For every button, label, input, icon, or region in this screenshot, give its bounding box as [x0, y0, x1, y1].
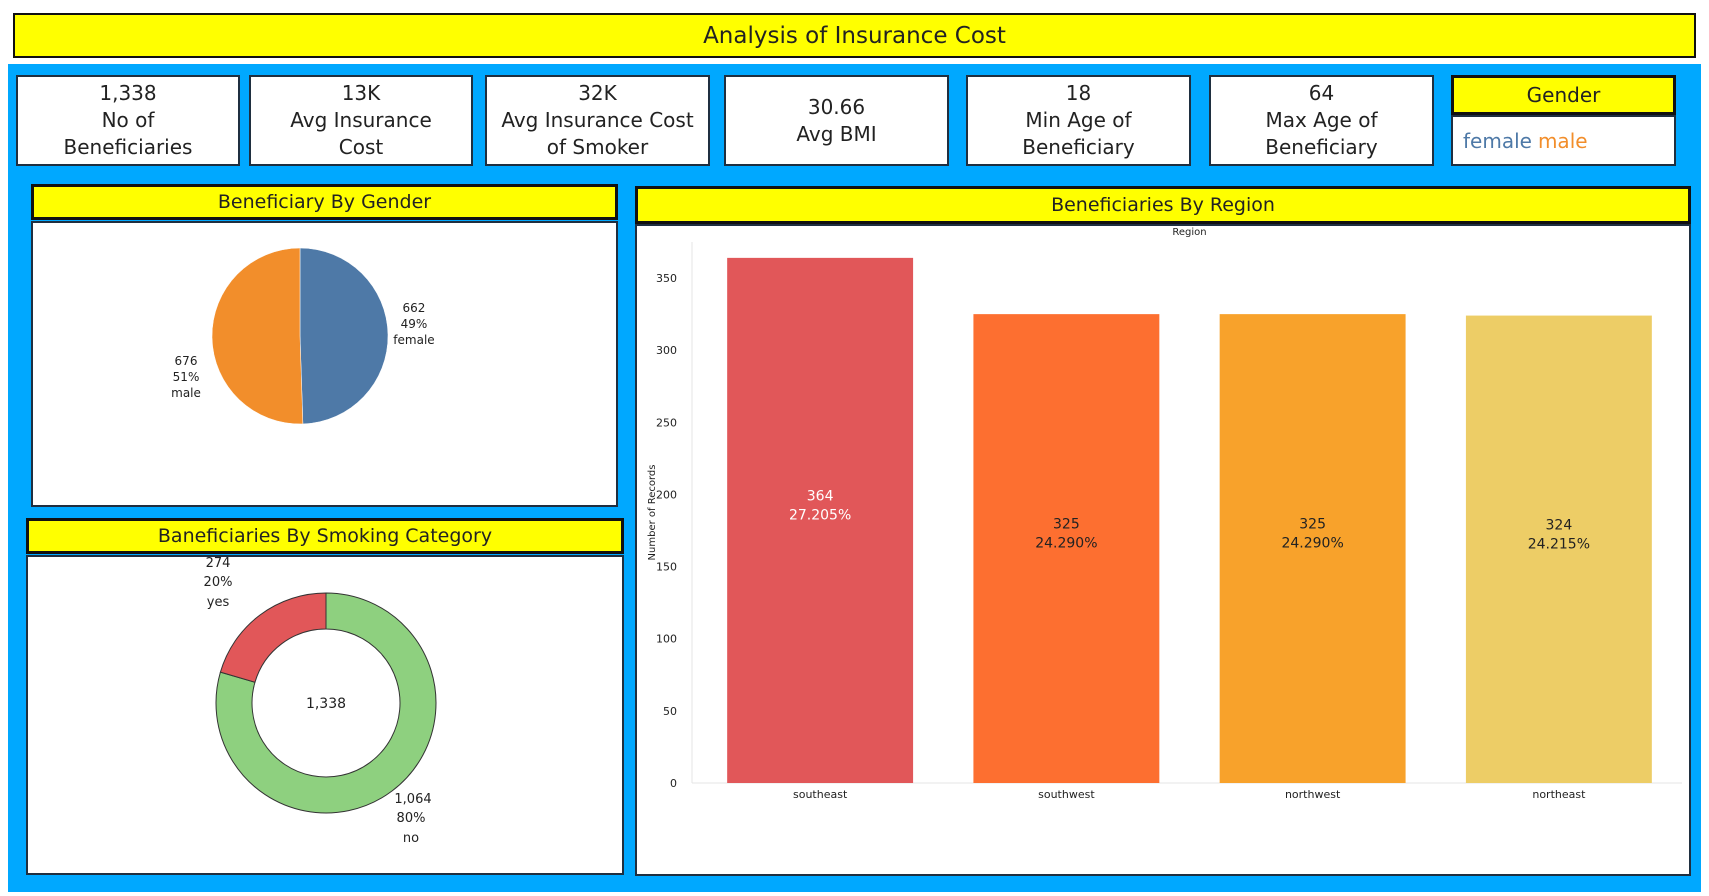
bar-southwest[interactable] [973, 314, 1160, 783]
gender-panel: 662 49% female 676 51% male [31, 221, 618, 507]
gender-legend: Gender female male [1451, 75, 1676, 166]
kpi-card-avg-cost-smoker: 32K Avg Insurance Cost of Smoker [485, 75, 710, 166]
pie-label-value: 662 [403, 301, 426, 315]
x-tick-label: southwest [1038, 788, 1095, 801]
kpi-value: 13K [341, 81, 381, 105]
x-tick-label: southeast [793, 788, 848, 801]
bar-northeast[interactable] [1465, 315, 1652, 783]
bar-northwest[interactable] [1219, 314, 1406, 783]
kpi-value: 32K [578, 81, 617, 105]
kpi-value: 64 [1308, 81, 1335, 105]
kpi-card-avg-insurance-cost: 13K Avg Insurance Cost [249, 75, 473, 166]
pie-slice-male[interactable] [211, 247, 304, 425]
x-tick-label: northwest [1285, 788, 1341, 801]
donut-slice-no[interactable] [215, 592, 437, 814]
kpi-card-max-age: 64 Max Age of Beneficiary [1209, 75, 1434, 166]
donut-slice-yes[interactable] [219, 592, 327, 683]
donut-label-category: no [403, 831, 419, 846]
legend-item-female[interactable]: female [1463, 128, 1532, 153]
bar-value-label: 325 [1299, 517, 1326, 533]
kpi-label: Max Age of Beneficiary [1265, 108, 1378, 159]
y-tick-label: 250 [656, 416, 677, 429]
bar-value-label: 364 [807, 488, 834, 504]
kpi-card-avg-bmi: 30.66 Avg BMI [724, 75, 949, 166]
kpi-label: Avg BMI [796, 121, 877, 146]
pie-label-percent: 49% [401, 317, 428, 331]
bar-value-label: 325 [1053, 517, 1080, 533]
y-tick-label: 100 [656, 633, 677, 646]
bar-value-label: 324 [1546, 517, 1573, 533]
y-tick-label: 0 [670, 777, 677, 790]
pie-slice-female[interactable] [299, 247, 389, 425]
pie-label-category: male [171, 386, 201, 400]
legend-title: Gender [1451, 75, 1676, 115]
smoking-panel-title: Baneficiaries By Smoking Category [26, 518, 624, 554]
smoking-panel: 1,338 274 20% yes 1,064 80% no [26, 555, 624, 875]
bar-percent-label: 24.290% [1035, 536, 1097, 552]
y-tick-label: 50 [663, 705, 677, 718]
kpi-value: 1,338 [99, 81, 157, 105]
donut-label-value: 274 [206, 557, 231, 571]
region-bar-chart: Region 0 50 100 150 200 250 300 350 Number of Rec… [647, 227, 1682, 801]
pie-label-percent: 51% [173, 370, 200, 384]
y-tick-label: 300 [656, 344, 677, 357]
legend-items: female male [1451, 115, 1676, 166]
y-axis-title: Number of Records [647, 465, 658, 561]
bar-percent-label: 24.215% [1528, 536, 1590, 552]
donut-center-total: 1,338 [306, 696, 346, 712]
y-tick-label: 150 [656, 561, 677, 574]
legend-item-male[interactable]: male [1537, 128, 1588, 153]
kpi-label: Avg Insurance Cost of Smoker [501, 108, 694, 159]
pie-label-value: 676 [175, 354, 198, 368]
kpi-card-min-age: 18 Min Age of Beneficiary [966, 75, 1191, 166]
y-tick-label: 350 [656, 272, 677, 285]
pie-label-category: female [393, 333, 434, 347]
donut-label-percent: 80% [397, 811, 426, 826]
kpi-value: 18 [1065, 81, 1092, 105]
region-panel-title: Beneficiaries By Region [635, 186, 1691, 224]
kpi-value: 30.66 [807, 94, 866, 119]
region-panel: Region 0 50 100 150 200 250 300 350 Number of Rec… [635, 224, 1691, 876]
smoking-donut-chart: 1,338 274 20% yes 1,064 80% no [204, 556, 437, 846]
donut-label-category: yes [207, 595, 230, 610]
donut-label-value: 1,064 [394, 792, 431, 807]
gender-pie-chart: 662 49% female 676 51% male [171, 247, 435, 425]
y-tick-label: 200 [656, 488, 677, 501]
region-axis-header: Region [1172, 227, 1206, 238]
gender-panel-title: Beneficiary By Gender [31, 184, 618, 220]
bar-percent-label: 27.205% [789, 507, 851, 523]
bar-southeast[interactable] [727, 257, 914, 783]
dashboard-title: Analysis of Insurance Cost [13, 13, 1696, 58]
x-tick-label: northeast [1532, 788, 1586, 801]
kpi-card-beneficiaries: 1,338 No of Beneficiaries [16, 75, 240, 166]
bar-percent-label: 24.290% [1281, 536, 1343, 552]
donut-label-percent: 20% [204, 575, 233, 590]
kpi-label: Min Age of Beneficiary [1022, 108, 1135, 159]
kpi-label: Avg Insurance Cost [290, 108, 432, 159]
kpi-label: No of Beneficiaries [63, 108, 193, 159]
